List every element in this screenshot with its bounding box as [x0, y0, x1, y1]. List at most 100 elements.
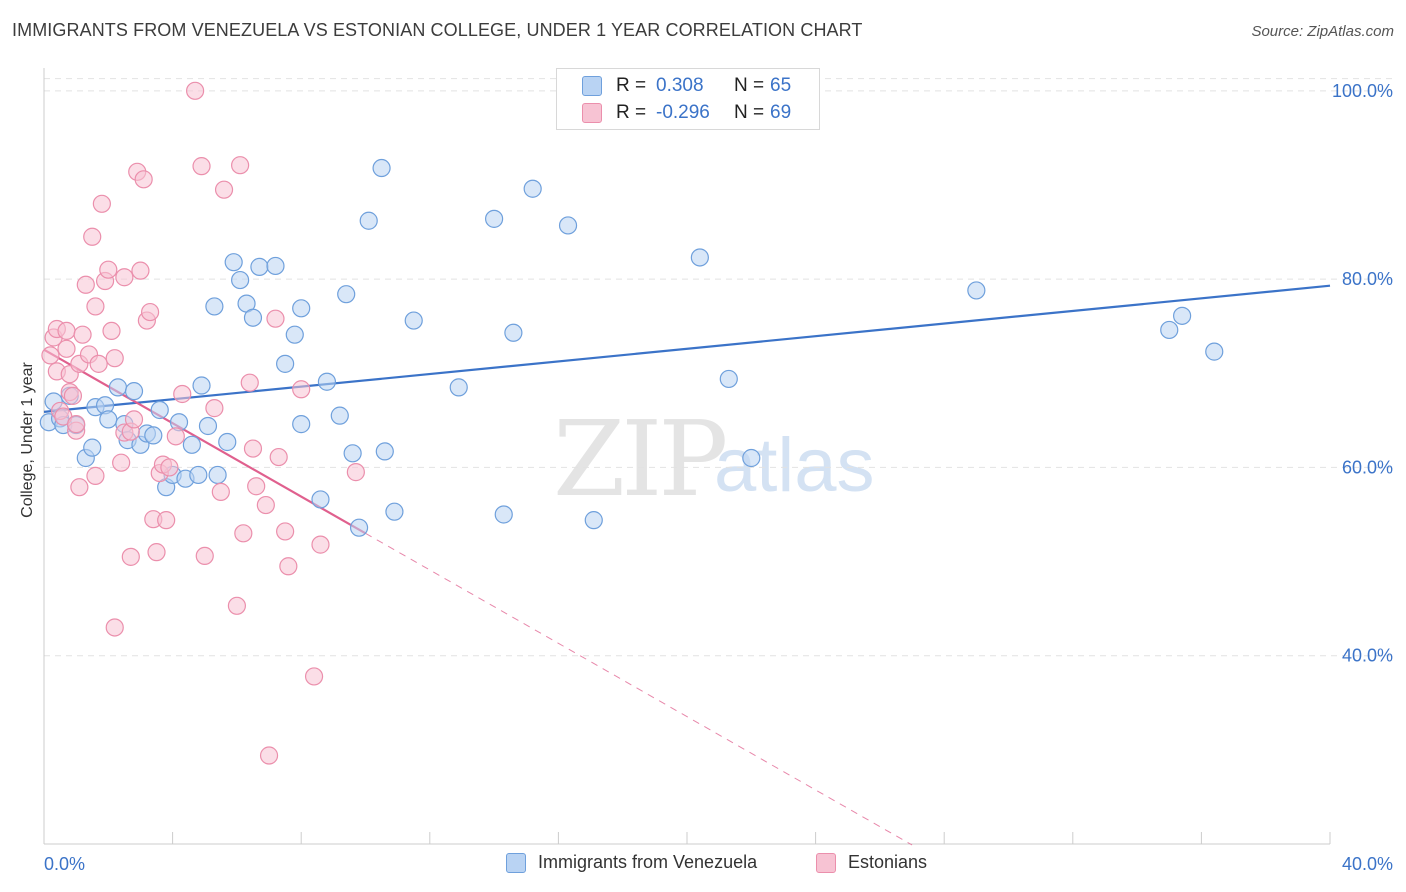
point-estonians	[173, 384, 192, 404]
point-estonians	[131, 261, 150, 280]
point-venezuela	[189, 465, 208, 485]
point-estonians	[279, 557, 298, 576]
point-estonians	[92, 194, 111, 213]
trend-line	[43, 348, 367, 535]
point-estonians	[192, 157, 211, 176]
point-estonians	[99, 260, 118, 279]
point-venezuela	[99, 410, 118, 429]
point-venezuela	[150, 400, 169, 420]
axes	[43, 68, 1331, 845]
stats-legend-box: R = 0.308 N = 65 R = -0.296 N = 69	[556, 68, 820, 130]
point-estonians	[243, 439, 263, 458]
point-estonians	[186, 81, 205, 100]
point-venezuela	[558, 216, 578, 235]
point-venezuela	[243, 308, 263, 327]
legend-label: Immigrants from Venezuela	[538, 852, 758, 872]
point-estonians	[112, 453, 131, 472]
point-estonians	[67, 415, 86, 434]
point-venezuela	[719, 369, 738, 389]
point-venezuela	[182, 435, 201, 454]
legend-item-venezuela[interactable]: Immigrants from Venezuela	[506, 852, 757, 873]
y-axis-title-wrap: College, Under 1 year	[16, 240, 40, 640]
point-venezuela	[231, 270, 250, 290]
point-venezuela	[494, 505, 513, 524]
point-estonians	[63, 386, 83, 405]
point-estonians	[160, 458, 179, 477]
point-venezuela	[276, 354, 295, 373]
point-venezuela	[690, 248, 709, 267]
point-estonians	[134, 170, 153, 189]
point-estonians	[214, 180, 234, 199]
point-venezuela	[208, 465, 227, 485]
point-estonians	[304, 667, 324, 686]
point-estonians	[115, 268, 134, 287]
chart-title: IMMIGRANTS FROM VENEZUELA VS ESTONIAN CO…	[12, 20, 863, 40]
point-estonians	[86, 466, 105, 485]
point-estonians	[70, 478, 89, 497]
r-value: -0.296	[656, 102, 710, 123]
y-axis-title: College, Under 1 year	[19, 362, 36, 518]
point-venezuela	[449, 378, 468, 397]
point-estonians	[205, 399, 224, 418]
point-venezuela	[404, 311, 423, 330]
trend-line	[365, 532, 913, 846]
trend-lines	[43, 284, 1331, 846]
y-tick-label: 100.0%	[1332, 81, 1393, 101]
y-tick-label: 40.0%	[1342, 646, 1393, 666]
point-venezuela	[343, 444, 362, 463]
point-estonians	[259, 746, 279, 765]
pink-swatch	[816, 852, 836, 873]
point-venezuela	[192, 376, 211, 395]
point-venezuela	[124, 382, 144, 401]
point-venezuela	[523, 179, 542, 198]
point-estonians	[86, 297, 105, 316]
n-label: N =	[734, 102, 765, 123]
point-venezuela	[144, 426, 163, 445]
point-estonians	[147, 543, 166, 562]
point-venezuela	[742, 448, 761, 468]
y-tick-label: 60.0%	[1342, 457, 1393, 477]
r-label: R =	[616, 75, 647, 96]
r-value: 0.308	[656, 75, 704, 96]
point-venezuela	[584, 511, 603, 530]
n-value: 65	[770, 75, 792, 96]
y-tick-label: 80.0%	[1342, 269, 1393, 289]
point-venezuela	[504, 323, 523, 342]
point-venezuela	[359, 211, 378, 230]
point-venezuela	[485, 209, 504, 228]
legend-item-estonians[interactable]: Estonians	[816, 852, 927, 873]
point-venezuela	[292, 415, 311, 434]
legend-label: Estonians	[848, 852, 928, 872]
point-estonians	[292, 380, 311, 399]
point-estonians	[247, 477, 266, 496]
point-estonians	[195, 546, 214, 566]
point-estonians	[157, 511, 176, 530]
point-estonians	[240, 373, 259, 392]
point-venezuela	[1205, 342, 1224, 361]
point-venezuela	[317, 372, 337, 391]
point-estonians	[269, 447, 288, 467]
pink-swatch	[582, 103, 602, 123]
point-estonians	[57, 321, 76, 341]
stats-row-estonians: R = -0.296 N = 69	[582, 101, 791, 125]
point-estonians	[124, 410, 144, 429]
point-estonians	[166, 427, 185, 446]
source-label: Source: ZipAtlas.com	[1251, 23, 1394, 40]
point-venezuela	[330, 406, 349, 425]
point-venezuela	[205, 297, 224, 316]
point-venezuela	[1160, 320, 1179, 340]
point-estonians	[83, 227, 102, 246]
point-venezuela	[108, 378, 128, 397]
point-venezuela	[311, 490, 330, 509]
watermark-atlas: atlas	[714, 423, 875, 508]
n-value: 69	[770, 102, 792, 123]
point-venezuela	[349, 518, 369, 537]
point-estonians	[89, 354, 108, 373]
point-venezuela	[967, 281, 986, 300]
data-points	[39, 81, 1224, 765]
point-estonians	[102, 321, 121, 341]
x-tick-label: 0.0%	[44, 854, 85, 874]
watermark-zip: ZIP	[553, 398, 728, 520]
point-estonians	[121, 547, 140, 566]
